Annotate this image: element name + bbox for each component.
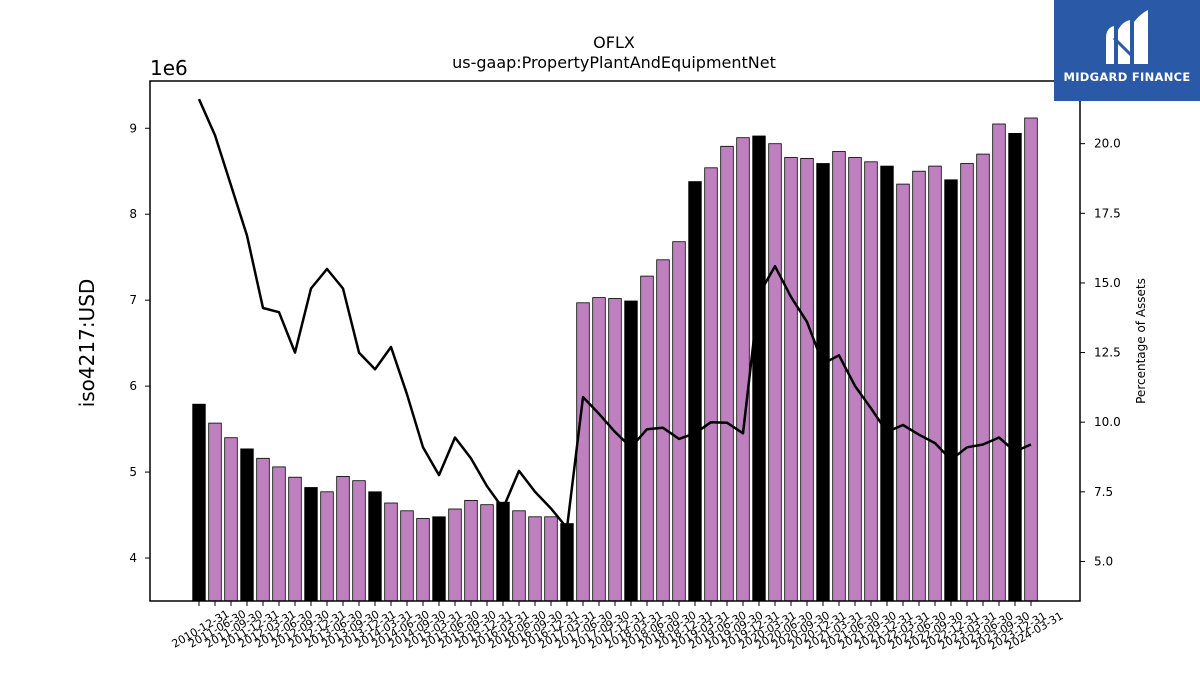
- bar-2016-06-30: [544, 516, 558, 602]
- bar-2018-06-30: [672, 241, 686, 602]
- bar-2017-03-31: [592, 297, 606, 602]
- bar-2011-09-30: [240, 448, 254, 602]
- chart-title: OFLX: [593, 33, 635, 52]
- bar-2020-06-30: [800, 157, 814, 602]
- y2-tick-label: 12.5: [1094, 346, 1121, 360]
- bar-2019-03-31: [720, 145, 734, 602]
- bar-2020-09-30: [816, 163, 830, 602]
- y2-tick-label: 20.0: [1094, 137, 1121, 151]
- bar-2023-12-31: [1024, 117, 1038, 602]
- bar-2010-12-31: [192, 403, 206, 602]
- bar-2013-12-31: [384, 502, 398, 602]
- chart-subtitle: us-gaap:PropertyPlantAndEquipmentNet: [452, 53, 776, 72]
- bar-2023-09-30: [1008, 132, 1022, 602]
- y-tick-label: 7: [129, 293, 137, 307]
- bar-2012-09-30: [304, 487, 318, 602]
- y-axis-label: iso4217:USD: [75, 279, 99, 408]
- bar-2011-03-31: [208, 422, 222, 602]
- bar-2022-03-31: [912, 170, 926, 602]
- bar-2022-09-30: [944, 179, 958, 602]
- bar-2012-06-30: [288, 476, 302, 602]
- bar-2015-12-31: [512, 510, 526, 602]
- bar-2018-09-30: [688, 181, 702, 602]
- y2-tick-label: 10.0: [1094, 415, 1121, 429]
- y2-tick-label: 7.5: [1094, 485, 1113, 499]
- bar-2014-03-31: [400, 510, 414, 602]
- bar-2015-09-30: [496, 501, 510, 602]
- y2-axis-label: Percentage of Assets: [1134, 278, 1148, 404]
- brand-logo: MIDGARD FINANCE: [1054, 0, 1200, 101]
- y2-axis: 5.0 7.5 10.0 12.5 15.0 17.5 20.0: [1080, 137, 1121, 568]
- y-tick-label: 4: [129, 551, 137, 565]
- y-tick-label: 5: [129, 465, 137, 479]
- bar-2020-03-31: [784, 157, 798, 602]
- bar-2016-03-31: [528, 516, 542, 602]
- bar-2023-06-30: [992, 123, 1006, 602]
- bar-2015-06-30: [480, 504, 494, 602]
- bar-2012-03-31: [272, 466, 286, 602]
- y2-tick-label: 5.0: [1094, 554, 1113, 568]
- bar-2011-06-30: [224, 437, 238, 602]
- midgard-m-icon: [1106, 10, 1148, 64]
- bar-2022-12-31: [960, 163, 974, 602]
- y-tick-label: 9: [129, 121, 137, 135]
- bar-2013-03-31: [336, 475, 350, 602]
- bar-2011-12-31: [256, 457, 270, 602]
- bar-2017-06-30: [608, 298, 622, 602]
- bar-2019-12-31: [768, 143, 782, 602]
- brand-name: MIDGARD FINANCE: [1063, 70, 1191, 84]
- bar-2022-06-30: [928, 165, 942, 602]
- x-axis: 2010-12-312011-06-302011-09-302011-12-31…: [170, 601, 1066, 653]
- y-offset-label: 1e6: [150, 56, 188, 80]
- y-tick-label: 8: [129, 207, 137, 221]
- bar-2020-12-31: [832, 151, 846, 602]
- bar-2016-12-31: [576, 302, 590, 602]
- bar-2023-03-31: [976, 153, 990, 602]
- y-axis: 4 5 6 7 8 9: [129, 121, 150, 565]
- bar-2021-12-31: [896, 183, 910, 602]
- bar-2014-09-30: [432, 516, 446, 602]
- y2-tick-label: 17.5: [1094, 206, 1121, 220]
- bar-2019-09-30: [752, 135, 766, 602]
- bar-2017-09-30: [624, 300, 638, 602]
- bar-2013-09-30: [368, 491, 382, 602]
- bar-2014-06-30: [416, 518, 430, 602]
- bar-2015-03-31: [464, 499, 478, 602]
- y-tick-label: 6: [129, 379, 137, 393]
- bar-2021-09-30: [880, 165, 894, 602]
- bar-2012-12-31: [320, 491, 334, 602]
- y2-tick-label: 15.0: [1094, 276, 1121, 290]
- percentage-line: [197, 98, 1032, 530]
- bar-2019-06-30: [736, 137, 750, 602]
- bar-2013-06-30: [352, 480, 366, 602]
- bar-2016-09-30: [560, 523, 574, 602]
- bar-2018-12-31: [704, 167, 718, 602]
- bar-2014-12-31: [448, 508, 462, 602]
- bar-series: [192, 117, 1038, 602]
- bar-2021-06-30: [864, 161, 878, 602]
- bar-2017-12-31: [640, 275, 654, 602]
